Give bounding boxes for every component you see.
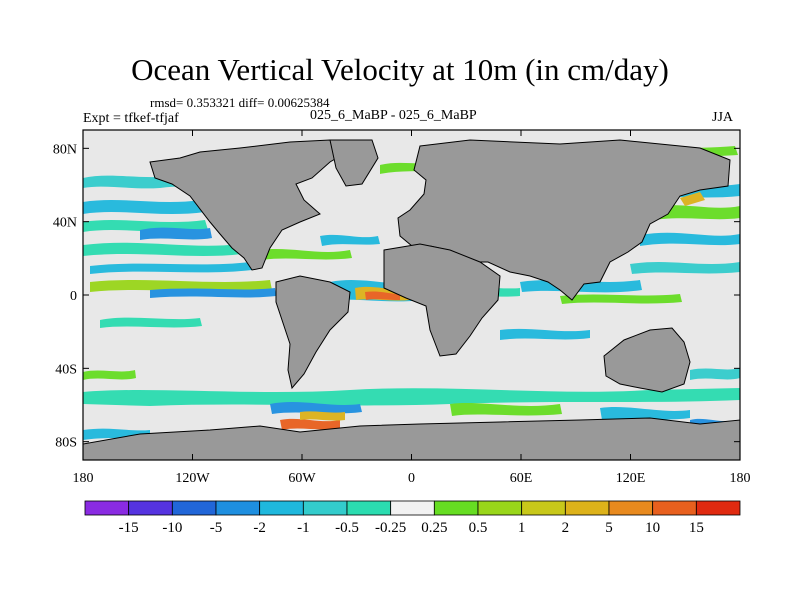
colorbar-labels: -15 -10 -5 -2 -1 -0.5 -0.25 0.25 0.5 1 2 5 10 15	[119, 520, 704, 536]
colorbar-swatch	[608, 500, 654, 516]
colorbar-label: 10	[645, 520, 660, 536]
colorbar-swatch	[564, 500, 610, 516]
colorbar-label: -1	[297, 520, 310, 536]
colorbar-swatch	[652, 500, 697, 516]
colorbar-swatch	[128, 500, 173, 516]
australia	[603, 327, 691, 393]
colorbar-swatch	[302, 500, 348, 516]
x-tick-label: 60W	[288, 471, 316, 486]
axis-ticks	[82, 130, 741, 460]
colorbar-label: 5	[605, 520, 613, 536]
runs-label: 025_6_MaBP - 025_6_MaBP	[310, 108, 477, 123]
x-tick-label: 180	[73, 471, 94, 486]
colorbar-label: 2	[562, 520, 570, 536]
colorbar-swatch	[433, 500, 479, 516]
y-tick-label: 40N	[53, 216, 77, 231]
x-axis-labels: 180 120W 60W 0 60E 120E 180	[73, 471, 751, 486]
colorbar-swatch	[259, 500, 304, 516]
colorbar-label: 15	[689, 520, 704, 536]
map-panel	[82, 129, 741, 461]
colorbar-swatch	[390, 500, 435, 516]
colorbar-label: -5	[210, 520, 223, 536]
colorbar-label: 0.25	[421, 520, 447, 536]
africa	[383, 243, 501, 357]
colorbar-swatch	[521, 500, 566, 516]
experiment-label: Expt = tfkef-tfjaf	[83, 111, 179, 126]
x-tick-label: 180	[730, 471, 751, 486]
colorbar-swatch	[171, 500, 217, 516]
colorbar-swatch	[346, 500, 392, 516]
colorbar-swatch	[695, 500, 741, 516]
y-tick-label: 80S	[55, 436, 77, 451]
colorbar-label: -15	[119, 520, 139, 536]
season-label: JJA	[712, 110, 734, 125]
y-tick-label: 40S	[55, 362, 77, 377]
colorbar-swatch	[477, 500, 523, 516]
land-masses	[82, 139, 741, 461]
x-tick-label: 60E	[510, 471, 533, 486]
colorbar-label: -0.25	[375, 520, 406, 536]
y-tick-label: 80N	[53, 142, 77, 157]
colorbar	[84, 500, 741, 516]
y-axis-labels: 80N 40N 0 40S 80S	[53, 142, 77, 450]
colorbar-label: 1	[518, 520, 526, 536]
x-tick-label: 120W	[175, 471, 210, 486]
colorbar-swatch	[84, 500, 130, 516]
north-america	[149, 139, 352, 271]
eurasia	[397, 139, 731, 301]
colorbar-label: -10	[162, 520, 182, 536]
x-tick-label: 120E	[616, 471, 646, 486]
colorbar-swatch	[215, 500, 261, 516]
south-america	[275, 275, 351, 390]
statistics-text: rmsd= 0.353321 diff= 0.00625384	[150, 95, 330, 110]
greenland	[329, 139, 379, 187]
map-title: Ocean Vertical Velocity at 10m (in cm/da…	[131, 52, 669, 87]
colorbar-label: 0.5	[469, 520, 488, 536]
x-tick-label: 0	[408, 471, 415, 486]
colorbar-label: -0.5	[335, 520, 359, 536]
y-tick-label: 0	[70, 289, 77, 304]
colorbar-label: -2	[253, 520, 266, 536]
